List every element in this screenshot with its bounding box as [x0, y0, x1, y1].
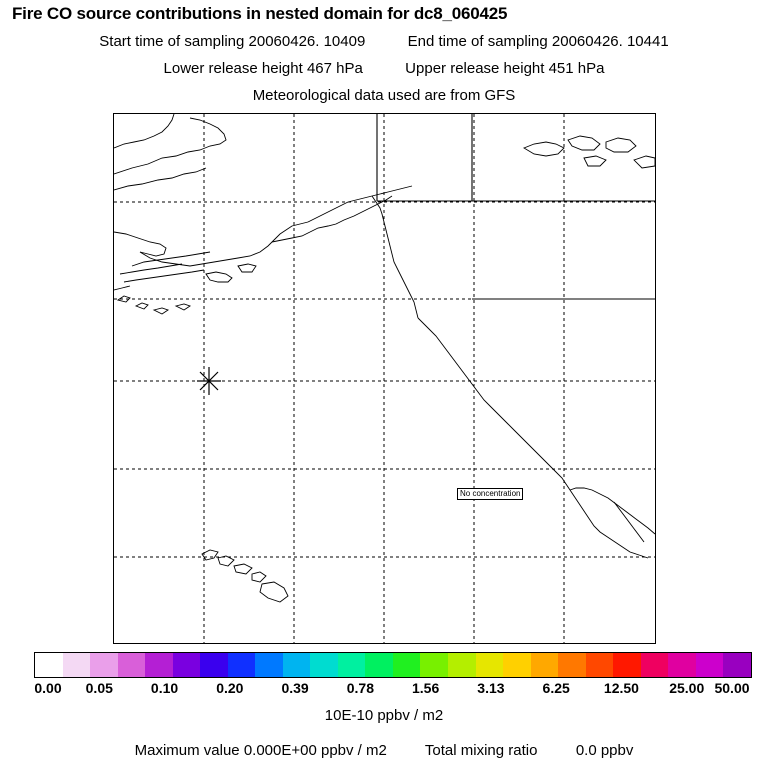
- colorbar-tick: 1.56: [412, 680, 440, 696]
- colorbar-tick: 0.39: [281, 680, 309, 696]
- colorbar-swatch: [227, 653, 256, 677]
- colorbar-tick: 3.13: [477, 680, 505, 696]
- met-data-label: Meteorological data used are from GFS: [252, 87, 516, 104]
- total-mixing-ratio-label: Total mixing ratio: [424, 742, 538, 759]
- colorbar-units-label: 10E-10 ppbv / m2: [324, 707, 444, 724]
- colorbar-swatch: [447, 653, 476, 677]
- colorbar-swatch: [310, 653, 338, 677]
- colorbar-tick: 6.25: [542, 680, 570, 696]
- colorbar-tick: 0.78: [346, 680, 374, 696]
- colorbar-tick: 12.50: [603, 680, 639, 696]
- colorbar-swatch: [475, 653, 504, 677]
- page-title: Fire CO source contributions in nested d…: [12, 4, 508, 23]
- colorbar-swatch: [255, 653, 283, 677]
- map-coastlines: [114, 114, 655, 603]
- colorbar-swatch: [365, 653, 393, 677]
- colorbar-swatch: [420, 653, 448, 677]
- map-canvas: [114, 114, 655, 643]
- colorbar-swatch: [640, 653, 669, 677]
- no-concentration-annotation: No concentration: [457, 488, 524, 500]
- maximum-value-label: Maximum value 0.000E+00 ppbv / m2: [134, 742, 387, 759]
- colorbar-swatch: [558, 653, 586, 677]
- release-star-icon: [197, 367, 221, 395]
- upper-release-height-label: Upper release height 451 hPa: [405, 60, 605, 77]
- total-mixing-ratio-value: 0.0 ppbv: [575, 742, 634, 759]
- colorbar-swatch: [503, 653, 531, 677]
- colorbar-tick: 25.00: [669, 680, 705, 696]
- map-panel: No concentration: [113, 113, 656, 644]
- colorbar-swatch: [145, 653, 173, 677]
- colorbar-swatch: [62, 653, 91, 677]
- colorbar-tick: 0.10: [150, 680, 179, 696]
- colorbar-swatch: [530, 653, 559, 677]
- map-borders: [376, 114, 655, 300]
- release-heights-line: Lower release height 467 hPa Upper relea…: [0, 60, 768, 77]
- colorbar-tick: 0.20: [216, 680, 244, 696]
- colorbar-swatch: [585, 653, 614, 677]
- end-time-label: End time of sampling 20060426. 10441: [407, 33, 669, 50]
- colorbar-swatch: [668, 653, 696, 677]
- colorbar: [34, 652, 752, 678]
- colorbar-swatch: [282, 653, 311, 677]
- colorbar-swatch: [200, 653, 228, 677]
- sampling-times-line: Start time of sampling 20060426. 10409 E…: [0, 33, 768, 50]
- colorbar-tick-labels: 0.00 0.05 0.10 0.20 0.39 0.78 1.56 3.13 6.25 12.5…: [0, 680, 768, 698]
- footer-stats: Maximum value 0.000E+00 ppbv / m2 Total …: [0, 742, 768, 759]
- map-gridlines: [114, 114, 655, 643]
- colorbar-swatch: [172, 653, 201, 677]
- colorbar-swatch: [35, 653, 63, 677]
- colorbar-tick: 0.05: [85, 680, 113, 696]
- colorbar-tick: 0.00: [34, 680, 62, 696]
- colorbar-swatch: [613, 653, 641, 677]
- colorbar-swatch: [90, 653, 118, 677]
- colorbar-swatch: [337, 653, 366, 677]
- start-time-label: Start time of sampling 20060426. 10409: [99, 33, 366, 50]
- colorbar-tick: 50.00: [714, 680, 750, 696]
- lower-release-height-label: Lower release height 467 hPa: [163, 60, 363, 77]
- colorbar-swatch: [723, 653, 751, 677]
- colorbar-swatch: [695, 653, 724, 677]
- colorbar-swatch: [117, 653, 146, 677]
- colorbar-swatch: [392, 653, 421, 677]
